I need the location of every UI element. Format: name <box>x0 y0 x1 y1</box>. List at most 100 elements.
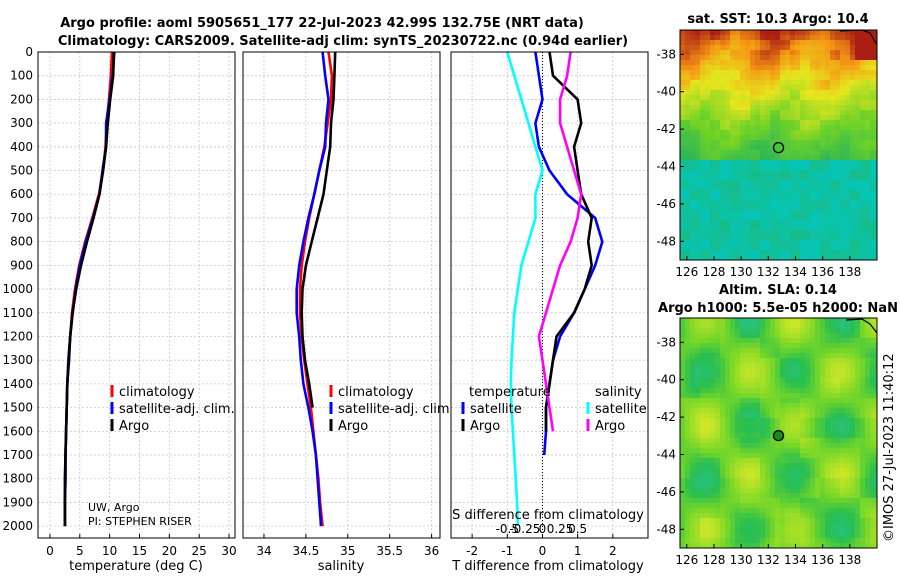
heatmap-cell <box>745 65 751 71</box>
heatmap-cell <box>750 498 756 504</box>
heatmap-cell <box>730 160 736 166</box>
heatmap-cell <box>725 478 731 484</box>
heatmap-cell <box>775 323 781 329</box>
heatmap-cell <box>830 363 836 369</box>
heatmap-cell <box>855 200 861 206</box>
heatmap-cell <box>825 210 831 216</box>
heatmap-cell <box>785 333 791 339</box>
heatmap-cell <box>700 318 706 324</box>
heatmap-cell <box>770 458 776 464</box>
heatmap-cell <box>805 358 811 364</box>
heatmap-cell <box>750 423 756 429</box>
heatmap-cell <box>700 433 706 439</box>
heatmap-cell <box>845 30 851 36</box>
heatmap-cell <box>705 443 711 449</box>
heatmap-cell <box>840 250 846 256</box>
heatmap-cell <box>750 408 756 414</box>
heatmap-cell <box>750 65 756 71</box>
heatmap-cell <box>865 388 871 394</box>
heatmap-cell <box>720 398 726 404</box>
heatmap-cell <box>840 468 846 474</box>
heatmap-cell <box>795 95 801 101</box>
heatmap-cell <box>740 358 746 364</box>
heatmap-cell <box>850 50 856 56</box>
heatmap-cell <box>695 418 701 424</box>
series-line-satellite-adj-clim- <box>295 51 330 527</box>
heatmap-cell <box>745 235 751 241</box>
temperature-axes-box <box>37 51 236 539</box>
heatmap-cell <box>685 150 691 156</box>
heatmap-cell <box>720 428 726 434</box>
heatmap-cell <box>870 343 876 349</box>
heatmap-cell <box>835 333 841 339</box>
heatmap-cell <box>750 180 756 186</box>
heatmap-cell <box>830 70 836 76</box>
x-tick-label: 25 <box>192 544 207 558</box>
heatmap-cell <box>785 255 791 260</box>
heatmap-cell <box>705 418 711 424</box>
heatmap-cell <box>690 488 696 494</box>
heatmap-cell <box>725 110 731 116</box>
heatmap-cell <box>735 473 741 479</box>
heatmap-cell <box>860 170 866 176</box>
heatmap-cell <box>815 45 821 51</box>
heatmap-cell <box>700 538 706 544</box>
map-x-tick-label: 130 <box>730 265 753 279</box>
heatmap-cell <box>710 543 716 548</box>
heatmap-cell <box>790 185 796 191</box>
heatmap-cell <box>730 433 736 439</box>
heatmap-cell <box>695 533 701 539</box>
heatmap-cell <box>695 110 701 116</box>
heatmap-cell <box>745 383 751 389</box>
heatmap-cell <box>825 85 831 91</box>
heatmap-cell <box>680 513 686 519</box>
heatmap-cell <box>840 318 846 324</box>
heatmap-cell <box>730 408 736 414</box>
heatmap-cell <box>835 30 841 36</box>
x-tick-label: 34 <box>256 544 271 558</box>
heatmap-cell <box>830 543 836 548</box>
heatmap-cell <box>775 75 781 81</box>
heatmap-cell <box>790 135 796 141</box>
heatmap-cell <box>815 230 821 236</box>
heatmap-cell <box>790 528 796 534</box>
heatmap-cell <box>840 513 846 519</box>
heatmap-cell <box>775 388 781 394</box>
heatmap-cell <box>700 75 706 81</box>
heatmap-cell <box>850 160 856 166</box>
heatmap-cell <box>730 140 736 146</box>
heatmap-cell <box>685 65 691 71</box>
heatmap-cell <box>700 468 706 474</box>
heatmap-cell <box>755 110 761 116</box>
heatmap-cell <box>835 318 841 324</box>
heatmap-cell <box>725 185 731 191</box>
heatmap-cell <box>810 393 816 399</box>
heatmap-cell <box>790 338 796 344</box>
heatmap-cell <box>830 185 836 191</box>
heatmap-cell <box>870 363 876 369</box>
heatmap-cell <box>870 160 876 166</box>
heatmap-cell <box>710 468 716 474</box>
heatmap-cell <box>865 230 871 236</box>
heatmap-cell <box>815 528 821 534</box>
heatmap-cell <box>800 528 806 534</box>
heatmap-cell <box>765 378 771 384</box>
heatmap-cell <box>865 180 871 186</box>
heatmap-cell <box>820 333 826 339</box>
heatmap-cell <box>865 130 871 136</box>
heatmap-cell <box>775 240 781 246</box>
heatmap-cell <box>710 478 716 484</box>
heatmap-cell <box>700 200 706 206</box>
heatmap-cell <box>850 110 856 116</box>
heatmap-cell <box>835 373 841 379</box>
heatmap-cell <box>770 150 776 156</box>
heatmap-cell <box>740 403 746 409</box>
heatmap-cell <box>795 323 801 329</box>
heatmap-cell <box>760 338 766 344</box>
heatmap-cell <box>780 240 786 246</box>
heatmap-cell <box>740 368 746 374</box>
heatmap-cell <box>835 343 841 349</box>
heatmap-cell <box>780 363 786 369</box>
heatmap-cell <box>710 210 716 216</box>
heatmap-cell <box>680 55 686 61</box>
